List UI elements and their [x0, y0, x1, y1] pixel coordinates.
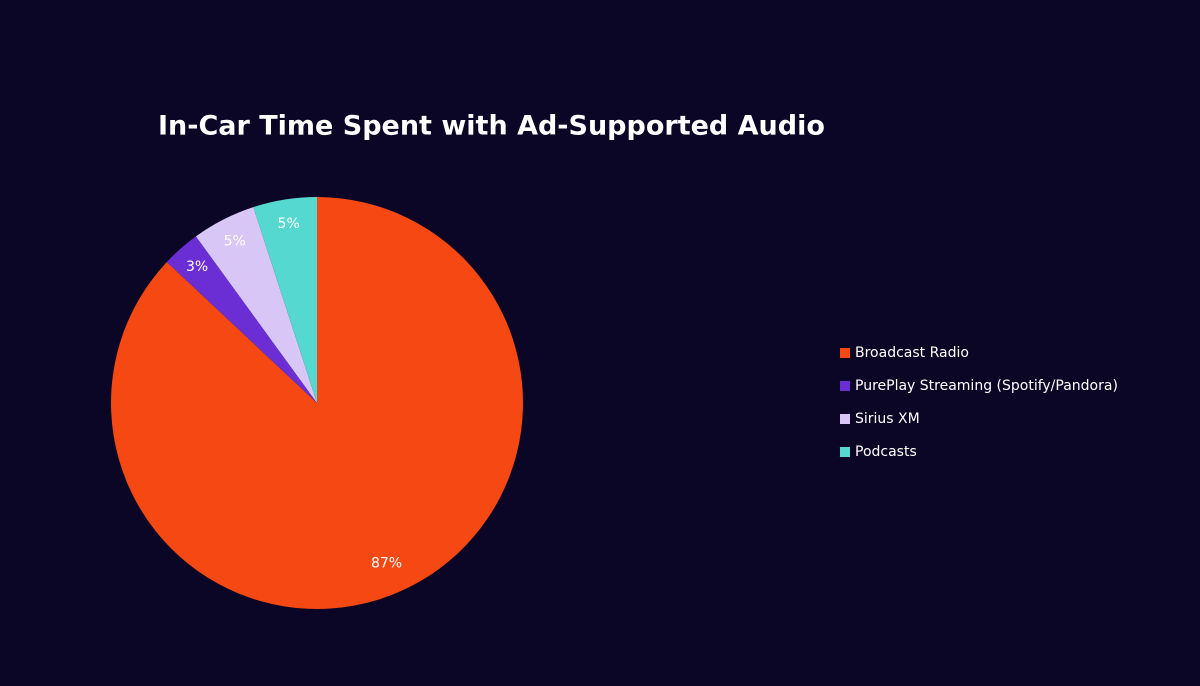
legend-label: Broadcast Radio: [855, 345, 969, 361]
legend-swatch: [840, 348, 850, 358]
legend-swatch: [840, 447, 850, 457]
legend-label: PurePlay Streaming (Spotify/Pandora): [855, 378, 1118, 394]
pie-slice: [253, 197, 317, 403]
legend-swatch: [840, 414, 850, 424]
chart-title: In-Car Time Spent with Ad-Supported Audi…: [158, 111, 825, 142]
data-label: 3%: [186, 259, 208, 275]
data-label: 87%: [371, 556, 402, 572]
legend-label: Sirius XM: [855, 411, 920, 427]
pie-slice: [166, 236, 317, 403]
legend-swatch: [840, 381, 850, 391]
pie-slice: [195, 207, 317, 403]
legend-label: Podcasts: [855, 444, 917, 460]
data-label: 5%: [278, 216, 300, 232]
data-label: 5%: [224, 233, 246, 249]
